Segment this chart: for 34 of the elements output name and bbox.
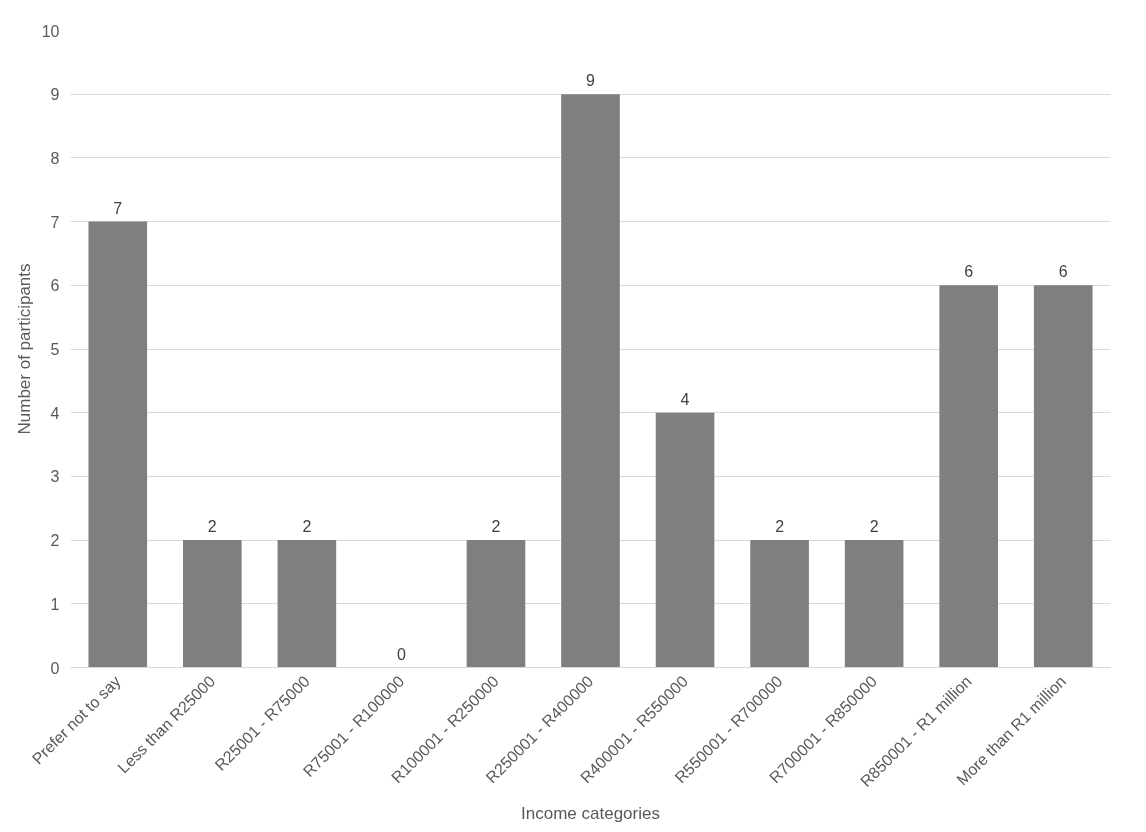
bar xyxy=(466,540,526,668)
data-label: 0 xyxy=(396,645,406,663)
bar xyxy=(88,221,148,668)
y-tick-label: 0 xyxy=(50,659,60,677)
bar xyxy=(1033,285,1093,668)
y-tick-label: 5 xyxy=(50,341,60,358)
data-label: 9 xyxy=(586,72,596,90)
data-label: 4 xyxy=(680,390,690,408)
y-tick-label: 9 xyxy=(50,86,60,104)
y-axis-title: Number of participants xyxy=(14,263,34,435)
y-tick-label: 1 xyxy=(50,595,60,613)
x-axis-title: Income categories xyxy=(521,804,660,824)
y-tick-label: 3 xyxy=(50,468,60,486)
bar xyxy=(844,540,904,668)
y-tick-label: 4 xyxy=(50,404,60,422)
data-label: 2 xyxy=(869,518,879,536)
bar xyxy=(750,540,809,668)
data-label: 2 xyxy=(302,518,312,536)
data-label: 6 xyxy=(1058,263,1068,281)
bar xyxy=(277,540,337,668)
data-label: 2 xyxy=(491,518,501,536)
y-tick-label: 6 xyxy=(50,277,60,295)
data-label: 2 xyxy=(207,518,217,536)
bar xyxy=(561,94,620,668)
bar xyxy=(939,285,998,668)
data-label: 6 xyxy=(964,263,974,281)
y-tick-label: 10 xyxy=(41,22,60,40)
y-tick-label: 7 xyxy=(50,213,60,231)
data-label: 2 xyxy=(775,518,785,536)
y-tick-label: 2 xyxy=(50,532,60,550)
bar xyxy=(183,540,242,668)
bar xyxy=(655,412,715,668)
data-label: 7 xyxy=(113,199,123,217)
y-tick-label: 8 xyxy=(50,149,60,167)
